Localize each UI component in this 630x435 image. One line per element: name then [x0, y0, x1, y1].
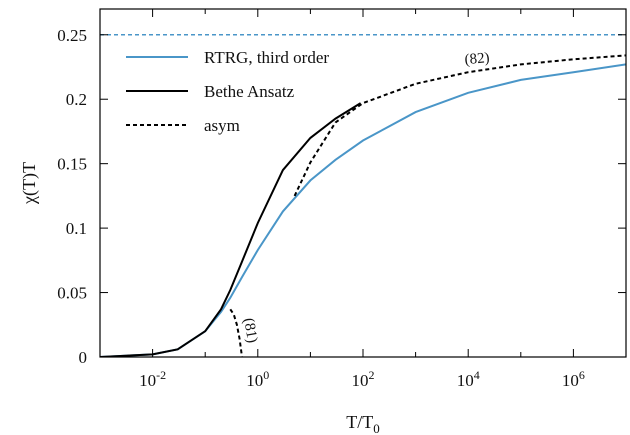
series-line-3: [229, 308, 243, 357]
legend-label-2: asym: [204, 116, 240, 135]
series-line-2: [293, 54, 626, 197]
x-axis-title: T/T0: [346, 412, 380, 435]
x-tick-label-1: 100: [246, 368, 269, 390]
y-tick-label-3: 0.15: [57, 155, 87, 174]
plot-frame: [99, 8, 627, 358]
annotation-label-1: (81): [240, 317, 260, 344]
x-tick-label-base: 10: [246, 371, 263, 390]
x-axis-title-main: T/T: [346, 412, 373, 432]
x-tick-label-base: 10: [352, 371, 369, 390]
x-tick-label-exponent: 2: [369, 368, 375, 382]
y-tick-label-1: 0.05: [57, 284, 87, 303]
series-line-1: [100, 102, 362, 357]
x-tick-label-exponent: 0: [263, 368, 269, 382]
legend-label-0: RTRG, third order: [204, 48, 329, 67]
x-tick-label-2: 102: [352, 368, 375, 390]
x-tick-label-4: 106: [562, 368, 585, 390]
x-tick-label-exponent: 4: [474, 368, 480, 382]
x-tick-label-base: 10: [562, 371, 579, 390]
series-line-0: [100, 63, 626, 357]
legend-label-1: Bethe Ansatz: [204, 82, 295, 101]
x-tick-label-0: 10-2: [139, 368, 166, 390]
y-tick-label-5: 0.25: [57, 26, 87, 45]
x-tick-label-3: 104: [457, 368, 480, 390]
annotation-label-0: (82): [464, 50, 490, 68]
x-tick-label-base: 10: [457, 371, 474, 390]
x-tick-label-exponent: -2: [156, 368, 166, 382]
plot-area: [100, 34, 626, 357]
annotations: (82) (81): [240, 50, 490, 344]
legend: RTRG, third order Bethe Ansatz asym: [126, 48, 329, 135]
x-axis-title-subscript: 0: [373, 421, 380, 435]
x-tick-label-base: 10: [139, 371, 156, 390]
x-tick-label-exponent: 6: [579, 368, 585, 382]
y-tick-label-4: 0.2: [66, 90, 87, 109]
y-tick-label-2: 0.1: [66, 219, 87, 238]
y-tick-label-0: 0: [79, 348, 88, 367]
y-axis-title: χ(T)T: [19, 162, 40, 205]
